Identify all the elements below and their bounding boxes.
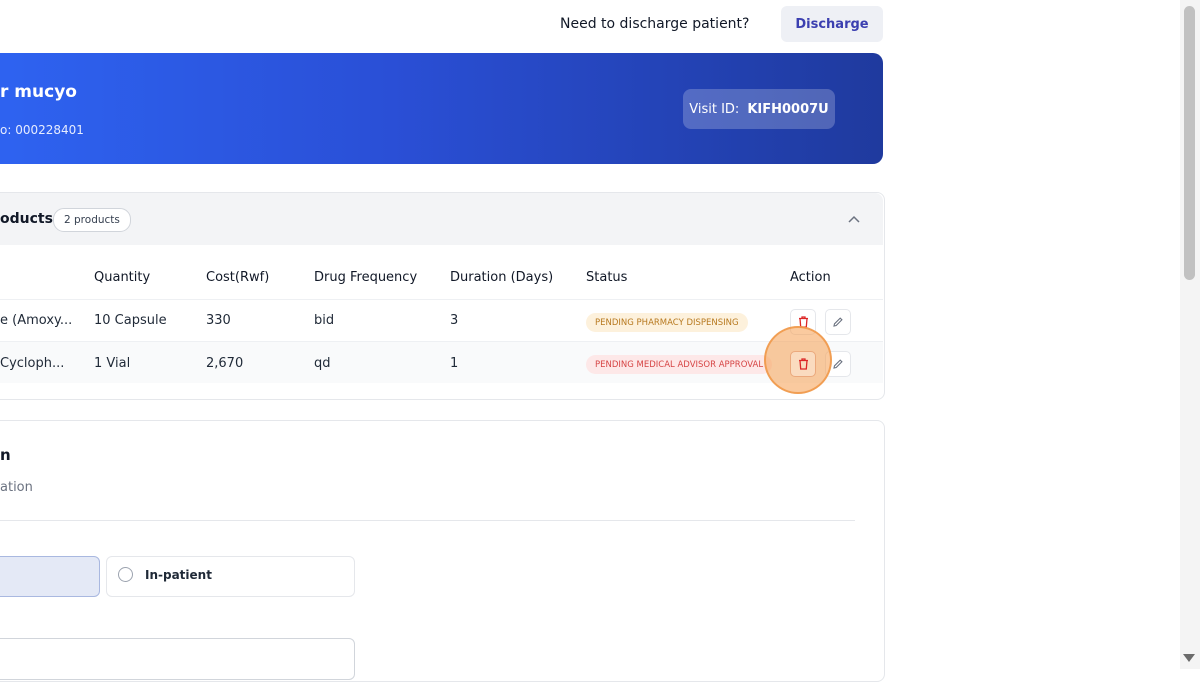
patient-name: r mucyo bbox=[0, 82, 77, 102]
table-row-quantity: 10 Capsule bbox=[94, 313, 167, 328]
table-row-frequency: bid bbox=[314, 313, 335, 328]
pencil-icon bbox=[832, 313, 844, 332]
table-row-frequency: qd bbox=[314, 356, 331, 371]
table-row-drug-name: Cycloph... bbox=[0, 356, 65, 371]
admission-title: n bbox=[0, 446, 11, 464]
scroll-down-arrow-icon[interactable] bbox=[1183, 654, 1195, 662]
chevron-up-icon[interactable] bbox=[848, 212, 860, 226]
products-count-badge: 2 products bbox=[53, 208, 131, 232]
column-header-frequency: Drug Frequency bbox=[314, 270, 418, 285]
row-divider bbox=[0, 299, 883, 300]
column-header-action: Action bbox=[790, 270, 831, 285]
admission-card bbox=[0, 420, 885, 682]
trash-icon bbox=[798, 355, 809, 374]
visit-id-label: Visit ID: bbox=[689, 101, 740, 117]
click-highlight bbox=[764, 326, 832, 394]
column-header-cost: Cost(Rwf) bbox=[206, 270, 270, 285]
table-row-duration: 1 bbox=[450, 356, 459, 371]
delete-button[interactable] bbox=[790, 351, 816, 377]
inpatient-label: In-patient bbox=[145, 568, 212, 582]
column-header-duration: Duration (Days) bbox=[450, 270, 554, 285]
status-badge: PENDING MEDICAL ADVISOR APPROVAL bbox=[586, 355, 773, 374]
admission-input-field[interactable] bbox=[0, 638, 355, 680]
column-header-status: Status bbox=[586, 270, 628, 285]
discharge-question: Need to discharge patient? bbox=[560, 16, 750, 32]
section-divider bbox=[0, 520, 855, 521]
table-row-cost: 330 bbox=[206, 313, 231, 328]
table-row-duration: 3 bbox=[450, 313, 459, 328]
patient-banner bbox=[0, 53, 883, 164]
products-title: oducts bbox=[0, 211, 53, 227]
discharge-button[interactable]: Discharge bbox=[781, 6, 883, 42]
pencil-icon bbox=[832, 355, 844, 374]
edit-button[interactable] bbox=[825, 309, 851, 335]
visit-id-value: KIFH0007U bbox=[747, 101, 829, 117]
column-header-quantity: Quantity bbox=[94, 270, 151, 285]
admission-subtitle: ation bbox=[0, 480, 33, 495]
inpatient-option[interactable] bbox=[106, 556, 355, 597]
outpatient-option[interactable] bbox=[0, 556, 100, 597]
scrollbar-thumb[interactable] bbox=[1184, 6, 1195, 280]
status-badge: PENDING PHARMACY DISPENSING bbox=[586, 313, 748, 332]
table-row-drug-name: e (Amoxy... bbox=[0, 313, 73, 328]
table-row-cost: 2,670 bbox=[206, 356, 244, 371]
patient-number: o: 000228401 bbox=[0, 123, 84, 137]
visit-id-box: Visit ID: KIFH0007U bbox=[683, 89, 835, 129]
products-header[interactable] bbox=[0, 193, 883, 245]
table-row-quantity: 1 Vial bbox=[94, 356, 131, 371]
row-divider bbox=[0, 341, 883, 342]
inpatient-radio[interactable] bbox=[118, 567, 133, 582]
